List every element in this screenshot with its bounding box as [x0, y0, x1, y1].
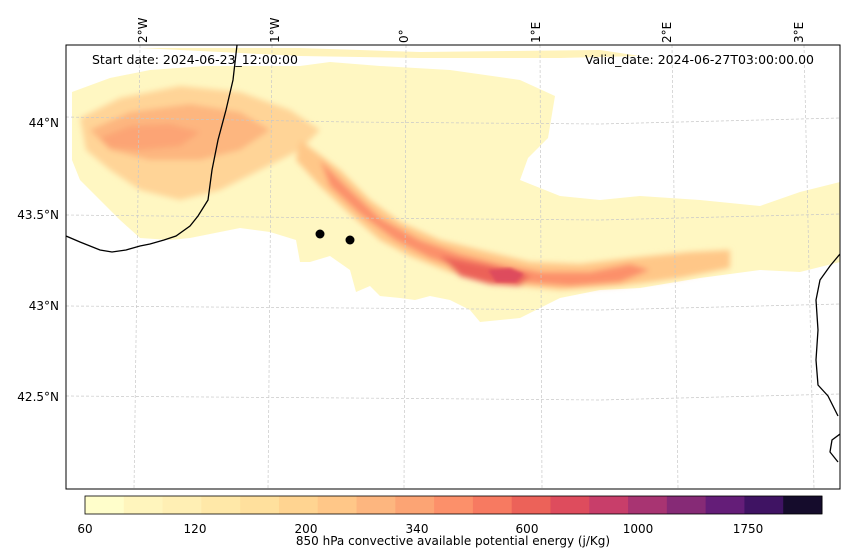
- start-date-label: Start date: 2024-06-23_12:00:00: [92, 52, 298, 67]
- colorbar-cell: [356, 496, 396, 514]
- cape-field-band-core: [488, 268, 524, 282]
- lon-label: 2°E: [660, 22, 674, 43]
- map-frame: [65, 44, 841, 490]
- colorbar-tick-label: 1000: [623, 522, 654, 536]
- colorbar-cell: [628, 496, 668, 514]
- coastline-west: [66, 45, 238, 253]
- colorbar-label: 850 hPa convective available potential e…: [296, 534, 610, 548]
- lon-label: 1°E: [529, 22, 543, 43]
- colorbar-cell: [123, 496, 164, 514]
- cape-field-band-inner: [320, 160, 650, 286]
- lon-label: 1°W: [268, 17, 282, 43]
- colorbar: 60 120 200 340 600 1000 1750 850 hPa con…: [77, 495, 823, 548]
- colorbar-cells: [85, 496, 823, 514]
- lon-label: 3°E: [792, 22, 806, 43]
- cape-field-band: [296, 140, 730, 290]
- gridlines: [66, 45, 840, 489]
- colorbar-cell: [705, 496, 745, 514]
- lat-label: 42.5°N: [17, 390, 59, 404]
- colorbar-cell: [589, 496, 629, 514]
- colorbar-cell: [434, 496, 474, 514]
- colorbar-tick-label: 60: [77, 522, 92, 536]
- colorbar-tick-label: 120: [184, 522, 207, 536]
- colorbar-cell: [240, 496, 280, 514]
- colorbar-cell: [278, 496, 319, 514]
- coastline-east-small: [829, 433, 840, 463]
- lat-label: 43.5°N: [17, 208, 59, 222]
- colorbar-cell: [395, 496, 435, 514]
- colorbar-cell: [666, 496, 707, 514]
- colorbar-tick-label: 200: [295, 522, 318, 536]
- colorbar-ticks: 60 120 200 340 600 1000 1750: [77, 522, 763, 536]
- colorbar-cell: [744, 496, 784, 514]
- lat-label: 44°N: [29, 116, 59, 130]
- colorbar-cell: [511, 496, 551, 514]
- colorbar-cell: [550, 496, 590, 514]
- lon-labels: 2°W 1°W 0° 1°E 2°E 3°E: [136, 17, 806, 43]
- lon-label: 0°: [397, 29, 411, 43]
- lon-label: 2°W: [136, 17, 150, 43]
- cape-field: [72, 48, 840, 322]
- cape-field-north-strip: [140, 48, 640, 58]
- coastline-east: [815, 253, 840, 417]
- lat-label: 43°N: [29, 299, 59, 313]
- colorbar-cell: [201, 496, 241, 514]
- station-marker: [315, 229, 325, 239]
- cape-field-west-peak: [100, 124, 200, 150]
- colorbar-cell: [162, 496, 202, 514]
- colorbar-cell: [472, 496, 513, 514]
- coastline: [66, 45, 840, 463]
- valid-date-label: Valid_date: 2024-06-27T03:00:00.00: [585, 52, 814, 67]
- colorbar-cell: [85, 496, 125, 514]
- colorbar-cell: [317, 496, 358, 514]
- station-marker: [345, 235, 355, 245]
- colorbar-tick-label: 1750: [733, 522, 764, 536]
- colorbar-cell: [783, 496, 823, 514]
- colorbar-tick-label: 340: [406, 522, 429, 536]
- map-panel: [66, 45, 840, 489]
- colorbar-frame: [84, 495, 823, 515]
- colorbar-tick-label: 600: [516, 522, 539, 536]
- lat-labels: 44°N 43.5°N 43°N 42.5°N: [17, 116, 59, 404]
